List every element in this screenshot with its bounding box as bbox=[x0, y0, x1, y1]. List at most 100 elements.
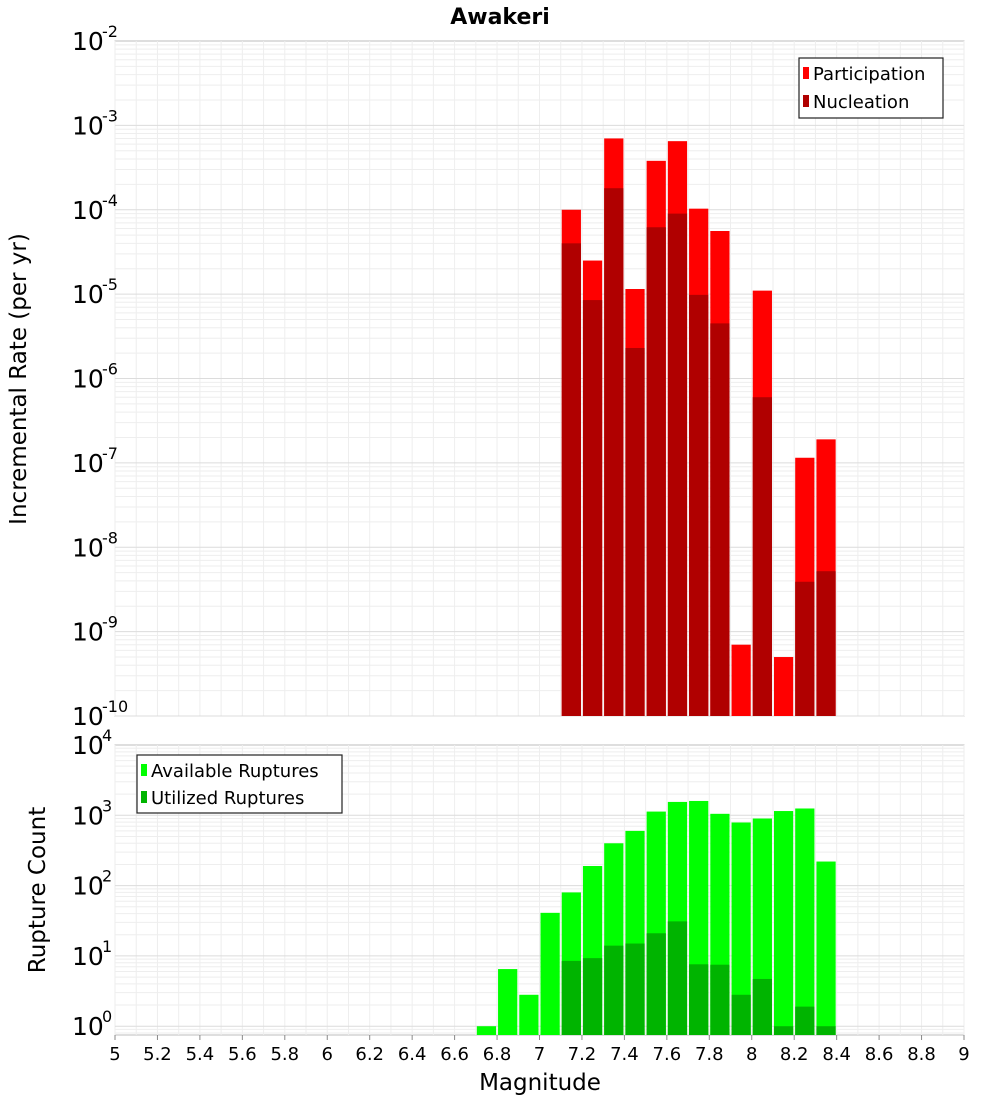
x-tick-label: 5.8 bbox=[270, 1044, 299, 1065]
nucleation-bar bbox=[816, 571, 836, 716]
utilized-swatch bbox=[141, 791, 147, 803]
count-legend: Available Ruptures Utilized Ruptures bbox=[136, 754, 343, 814]
legend-nucleation: Nucleation bbox=[813, 92, 909, 113]
y-tick-exponent: 0 bbox=[102, 1007, 112, 1026]
utilized-ruptures-bar bbox=[667, 921, 688, 1035]
y-tick-label: 10 bbox=[72, 111, 104, 140]
count-grid bbox=[114, 745, 965, 1035]
legend-participation: Participation bbox=[813, 64, 925, 85]
participation-swatch bbox=[803, 67, 809, 79]
utilized-ruptures-bar bbox=[582, 958, 603, 1035]
y-tick-exponent: -6 bbox=[102, 360, 118, 379]
y-tick-label: 10 bbox=[72, 280, 104, 309]
rate-y-axis-label: Incremental Rate (per yr) bbox=[6, 233, 32, 525]
available-ruptures-bar bbox=[476, 1026, 497, 1035]
y-tick-label: 10 bbox=[72, 196, 104, 225]
x-tick-label: 5.4 bbox=[186, 1044, 215, 1065]
y-tick-exponent: -7 bbox=[102, 444, 118, 463]
utilized-ruptures-bar bbox=[816, 1026, 836, 1035]
utilized-ruptures-bar bbox=[752, 978, 772, 1035]
available-ruptures-bar bbox=[731, 822, 751, 1035]
x-tick-label: 5.2 bbox=[143, 1044, 172, 1065]
y-tick-label: 10 bbox=[72, 533, 104, 562]
nucleation-bar bbox=[561, 243, 581, 717]
x-tick-label: 8.6 bbox=[865, 1044, 894, 1065]
count-bars bbox=[476, 800, 836, 1035]
available-ruptures-bar bbox=[816, 861, 836, 1035]
utilized-ruptures-bar bbox=[625, 943, 645, 1035]
y-tick-label: 10 bbox=[72, 731, 104, 760]
nucleation-bar bbox=[625, 347, 645, 716]
rate-legend-box bbox=[798, 57, 944, 119]
y-tick-label: 10 bbox=[72, 365, 104, 394]
utilized-ruptures-bar bbox=[604, 945, 624, 1035]
y-tick-exponent: -3 bbox=[102, 106, 118, 125]
nucleation-bar bbox=[646, 227, 666, 716]
y-tick-exponent: -9 bbox=[102, 613, 118, 632]
y-tick-exponent: -5 bbox=[102, 275, 118, 294]
nucleation-bar bbox=[604, 188, 624, 717]
y-tick-exponent: 2 bbox=[102, 867, 112, 886]
x-tick-label: 6.8 bbox=[483, 1044, 512, 1065]
rate-legend: Participation Nucleation bbox=[798, 57, 944, 119]
utilized-ruptures-bar bbox=[795, 1006, 815, 1035]
x-tick-label: 6.6 bbox=[440, 1044, 469, 1065]
utilized-ruptures-bar bbox=[689, 964, 709, 1035]
x-tick-label: 7 bbox=[534, 1044, 545, 1065]
x-tick-label: 6 bbox=[322, 1044, 333, 1065]
x-ticks: 5 5.2 5.4 5.6 5.8 6 6.2 6.4 6.6 6.8 7 7.2 7.4 7.6 7.8 8… bbox=[109, 1035, 970, 1065]
x-tick-label: 5.6 bbox=[228, 1044, 257, 1065]
y-tick-label: 10 bbox=[72, 801, 104, 830]
nucleation-bar bbox=[582, 300, 603, 716]
utilized-ruptures-bar bbox=[710, 964, 730, 1035]
chart-title: Awakeri bbox=[450, 5, 550, 30]
nucleation-bar bbox=[667, 213, 688, 717]
legend-utilized-ruptures: Utilized Ruptures bbox=[151, 788, 304, 809]
x-tick-label: 6.2 bbox=[355, 1044, 384, 1065]
rate-grid bbox=[114, 41, 965, 717]
y-tick-label: 10 bbox=[72, 1012, 104, 1041]
x-tick-label: 9 bbox=[958, 1044, 969, 1065]
x-tick-label: 8.4 bbox=[822, 1044, 851, 1065]
x-tick-label: 8.8 bbox=[907, 1044, 936, 1065]
x-tick-label: 7.8 bbox=[695, 1044, 724, 1065]
y-tick-exponent: -2 bbox=[102, 22, 118, 41]
utilized-ruptures-bar bbox=[561, 960, 581, 1035]
count-legend-box bbox=[136, 754, 343, 814]
nucleation-swatch bbox=[803, 95, 809, 107]
count-y-axis-label: Rupture Count bbox=[25, 807, 51, 973]
y-tick-exponent: 1 bbox=[102, 937, 112, 956]
available-ruptures-bar bbox=[773, 811, 794, 1035]
y-tick-exponent: -8 bbox=[102, 528, 118, 547]
y-tick-label: 10 bbox=[72, 942, 104, 971]
y-tick-exponent: 3 bbox=[102, 796, 112, 815]
utilized-ruptures-bar bbox=[773, 1026, 794, 1035]
available-ruptures-bar bbox=[519, 994, 539, 1035]
available-ruptures-bar bbox=[540, 912, 560, 1035]
x-tick-label: 7.6 bbox=[653, 1044, 682, 1065]
nucleation-bar bbox=[795, 581, 815, 716]
y-tick-label: 10 bbox=[72, 27, 104, 56]
x-tick-label: 7.2 bbox=[568, 1044, 597, 1065]
nucleation-bar bbox=[710, 323, 730, 716]
x-tick-label: 8.2 bbox=[780, 1044, 809, 1065]
participation-bar bbox=[731, 644, 751, 716]
x-tick-label: 7.4 bbox=[610, 1044, 639, 1065]
available-swatch bbox=[141, 764, 147, 776]
x-axis-label: Magnitude bbox=[479, 1070, 601, 1096]
nucleation-bar bbox=[752, 397, 772, 716]
x-tick-label: 8 bbox=[746, 1044, 757, 1065]
y-tick-label: 10 bbox=[72, 618, 104, 647]
x-tick-label: 5 bbox=[109, 1044, 120, 1065]
nucleation-bar bbox=[689, 294, 709, 716]
legend-available-ruptures: Available Ruptures bbox=[151, 761, 319, 782]
participation-bar bbox=[773, 657, 794, 716]
y-tick-exponent: -10 bbox=[102, 697, 128, 716]
utilized-ruptures-bar bbox=[646, 933, 666, 1035]
available-ruptures-bar bbox=[498, 969, 518, 1035]
y-tick-label: 10 bbox=[72, 702, 104, 731]
